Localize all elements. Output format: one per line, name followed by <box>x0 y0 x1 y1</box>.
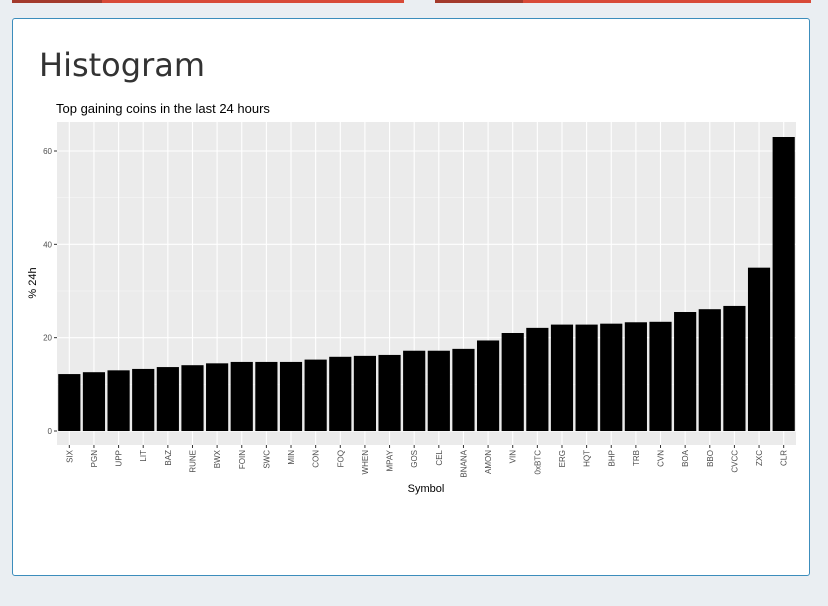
y-axis: 0 20 40 60 <box>43 147 57 436</box>
x-tick-label: TRB <box>632 450 641 466</box>
y-tick-label: 0 <box>48 427 53 436</box>
chart-title: Top gaining coins in the last 24 hours <box>56 101 270 116</box>
bar-vin <box>501 333 524 431</box>
x-tick-label: GOS <box>410 450 419 468</box>
x-tick-label: BAZ <box>164 450 173 466</box>
x-tick-label: BHP <box>607 450 616 466</box>
bar-when <box>353 355 377 431</box>
x-tick-label: LIT <box>139 450 148 462</box>
bar-bnana <box>452 348 475 431</box>
bar-cvn <box>649 321 672 431</box>
page-title: Histogram <box>39 46 205 84</box>
x-tick-label: SWC <box>262 450 271 469</box>
x-tick-label: CVCC <box>730 450 739 473</box>
bar-0xbtc <box>526 327 549 431</box>
y-tick-label: 60 <box>43 147 52 156</box>
x-tick-label: FOQ <box>336 450 345 467</box>
top-tab-left-active <box>12 0 102 3</box>
x-axis-label: Symbol <box>408 483 445 495</box>
bar-rune <box>181 365 204 431</box>
x-tick-label: UPP <box>115 450 124 466</box>
grid-minor <box>57 197 796 385</box>
x-tick-label: SIX <box>65 449 74 463</box>
x-tick-label: MIN <box>287 450 296 465</box>
x-tick-label: BWX <box>213 449 222 468</box>
x-tick-label: VIN <box>509 450 518 464</box>
x-tick-label: CON <box>312 450 321 468</box>
bar-min <box>279 361 303 431</box>
bar-cel <box>427 350 450 431</box>
bar-lit <box>132 368 155 431</box>
bar-zxc <box>747 267 771 431</box>
y-tick-label: 20 <box>43 334 52 343</box>
x-tick-label: BOA <box>681 449 690 467</box>
bar-erg <box>550 324 574 431</box>
x-tick-label: MPAY <box>386 449 395 471</box>
bar-foin <box>230 361 253 431</box>
x-tick-label: WHEN <box>361 450 370 475</box>
x-tick-label: PGN <box>90 450 99 468</box>
bar-foq <box>329 356 352 431</box>
bar-bbo <box>698 309 721 431</box>
x-tick-label: CVN <box>657 450 666 467</box>
bar-mpay <box>378 354 401 431</box>
bar-swc <box>255 361 278 431</box>
y-tick-label: 40 <box>43 240 52 249</box>
bar-trb <box>624 322 647 431</box>
x-tick-label: CLR <box>780 450 789 466</box>
x-tick-label: FOIN <box>238 450 247 469</box>
bar-amon <box>476 340 500 431</box>
bar-pgn <box>82 372 106 431</box>
bar-six <box>58 374 81 431</box>
bar-baz <box>156 367 179 431</box>
bar-boa <box>674 312 697 431</box>
x-tick-label: AMON <box>484 450 493 474</box>
x-tick-label: CEL <box>435 449 444 465</box>
top-tab-right[interactable] <box>435 0 811 3</box>
x-tick-label: 0xBTC <box>533 450 542 475</box>
plot-panel <box>57 122 796 445</box>
bar-cvcc <box>723 305 746 431</box>
x-tick-label: ZXC <box>755 450 764 466</box>
x-tick-label: HQT <box>583 450 592 467</box>
bar-clr <box>772 137 795 431</box>
x-axis: SIX PGN UPP LIT BAZ RUNE BWX FOIN SWC MIN CON FOQ WH… <box>65 445 789 478</box>
x-tick-label: ERG <box>558 450 567 467</box>
bar-con <box>304 359 327 431</box>
bar-bwx <box>206 363 229 431</box>
bar-bhp <box>600 323 623 431</box>
x-tick-label: BBO <box>706 450 715 467</box>
x-tick-label: BNANA <box>459 449 468 477</box>
bars <box>58 137 795 431</box>
y-axis-label: % 24h <box>27 267 39 298</box>
x-tick-label: RUNE <box>188 450 197 473</box>
top-tab-right-active <box>435 0 523 3</box>
top-tab-left[interactable] <box>12 0 404 3</box>
bar-gos <box>403 350 426 431</box>
bar-upp <box>107 370 130 431</box>
bar-hqt <box>575 324 598 431</box>
